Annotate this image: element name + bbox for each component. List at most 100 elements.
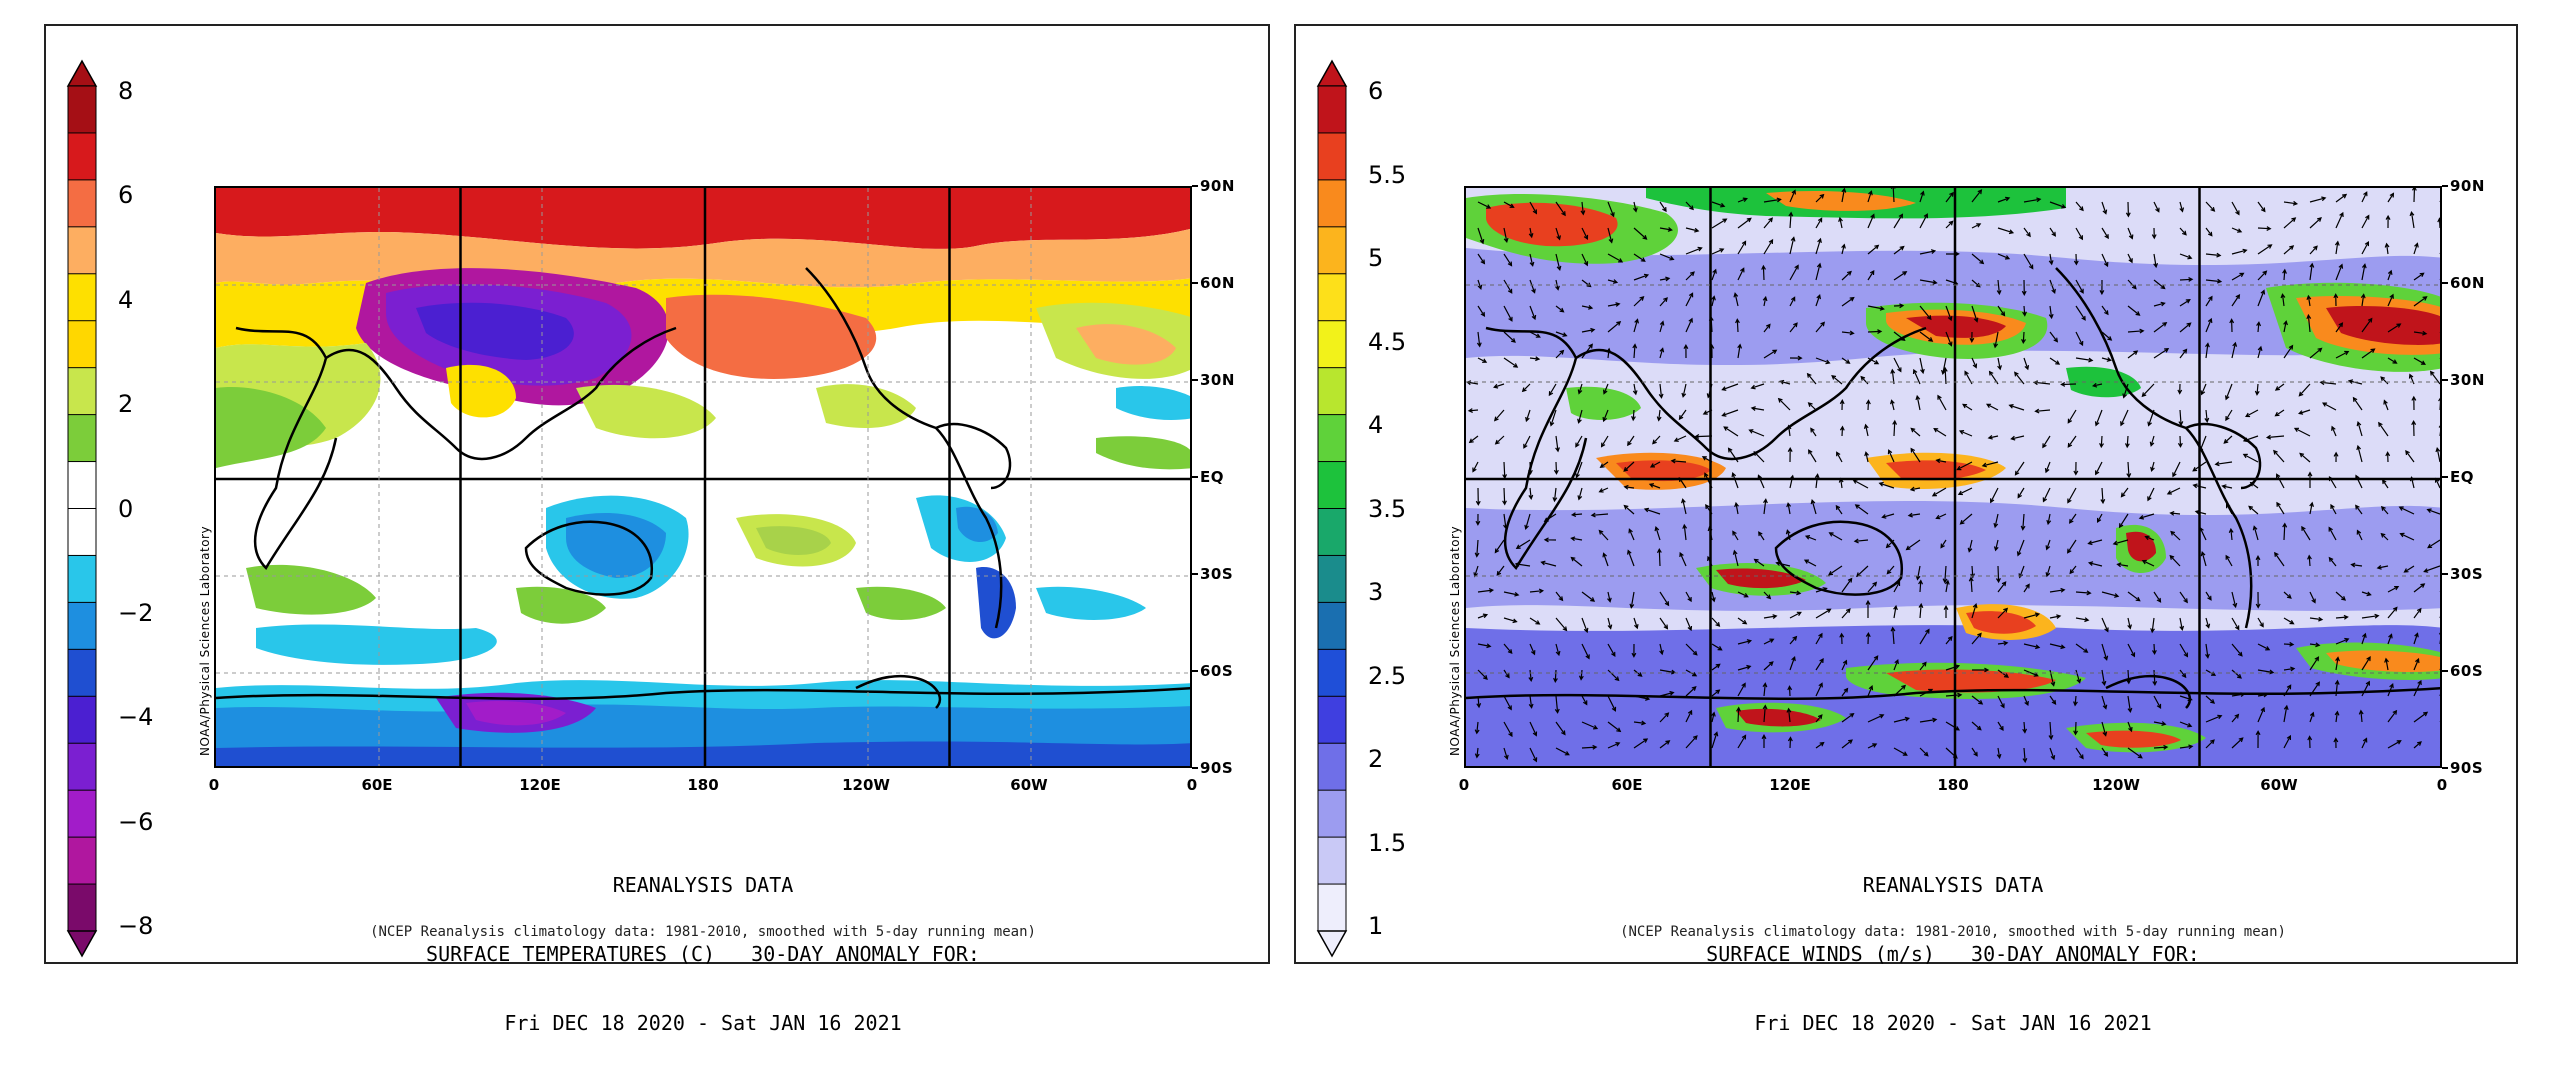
wind-vector-arrow [2153, 253, 2159, 269]
wind-vector-arrow [1775, 561, 1791, 567]
colorbar-swatch [1317, 789, 1347, 839]
wind-vector-arrow [1514, 561, 1531, 567]
longitude-label: 120E [1769, 776, 1811, 794]
colorbar-swatch [1317, 554, 1347, 604]
wind-vector-arrow [2231, 643, 2243, 657]
colorbar-tick-label: 3.5 [1368, 494, 1407, 523]
colorbar-tick-label: −4 [118, 703, 154, 732]
wind-vector-arrow [2307, 471, 2313, 488]
wind-vector-arrow [2439, 747, 2440, 748]
wind-vector-arrow [1737, 639, 1753, 645]
wind-vector-arrow [1623, 484, 1635, 490]
temperature-anomaly-panel: 8 6 4 2 0 −2 −4 −6 −8 NOAA/Physical Sciences Lab… [44, 24, 1270, 1035]
wind-vector-arrow [1543, 513, 1557, 522]
wind-vector-arrow [1789, 264, 1799, 281]
wind-vector-arrow [1575, 435, 1583, 448]
wind-vector-arrow [2021, 279, 2027, 296]
latitude-tick [1192, 185, 1198, 187]
wind-vector-arrow [1468, 435, 1479, 444]
wind-vector-arrow [1971, 253, 1985, 265]
wind-vector-arrow [2257, 201, 2266, 213]
colorbar-tick-label: 5.5 [1368, 160, 1407, 189]
wind-vector-arrow [2309, 245, 2318, 255]
wind-vector-arrow [2350, 562, 2363, 568]
wind-vector-arrow [1972, 667, 1990, 673]
wind-vector-arrow [2153, 279, 2166, 290]
wind-vector-arrow [1787, 446, 1793, 463]
wind-vector-arrow [2127, 695, 2133, 714]
wind-vector-arrow [2205, 643, 2210, 659]
wind-vector-arrow [1503, 279, 1513, 294]
temperature-caption: REANALYSIS DATA SURFACE TEMPERATURES (C)… [214, 828, 1192, 1081]
wind-vector-arrow [2179, 744, 2194, 750]
wind-vector-arrow [2376, 564, 2389, 570]
wind-vector-arrow [2231, 272, 2245, 281]
wind-vector-arrow [2087, 561, 2103, 567]
wind-vector-arrow [1959, 513, 1973, 525]
wind-vector-arrow [1503, 721, 1513, 738]
wind-vector-arrow [2335, 211, 2344, 229]
wind-vector-arrow [2073, 461, 2079, 476]
wind-vector-arrow [2179, 348, 2188, 359]
wind-vector-arrow [1606, 347, 1612, 359]
wind-vector-arrow [2439, 693, 2440, 696]
wind-vector-arrow [2179, 299, 2191, 307]
wind-vector-arrow [2127, 591, 2141, 602]
wind-vector-arrow [2265, 434, 2285, 440]
wind-vector-arrow [1632, 201, 1638, 213]
temperature-colorbar-svg [66, 59, 98, 958]
wind-vector-arrow [2120, 409, 2129, 427]
wind-vector-arrow [1789, 189, 1796, 203]
wind-vector-arrow [1763, 349, 1778, 359]
wind-vector-arrow [1737, 734, 1747, 749]
wind-vector-arrow [2205, 714, 2223, 723]
wind-vector-arrow [2205, 227, 2213, 237]
wind-vector-arrow [2245, 409, 2259, 418]
wind-vector-arrow [2413, 741, 2422, 749]
wind-vector-arrow [2150, 617, 2155, 634]
colorbar-swatch [67, 179, 97, 228]
wind-vector-arrow [1971, 279, 1981, 288]
wind-vector-arrow [1971, 632, 1982, 645]
wind-vector-arrow [2437, 217, 2440, 229]
latitude-tick [2442, 476, 2448, 478]
wind-vector-arrow [2144, 535, 2155, 541]
wind-vector-arrow [1910, 447, 1921, 463]
wind-vector-arrow [2257, 345, 2263, 359]
wind-vector-arrow [2127, 305, 2141, 316]
wind-vector-arrow [1737, 682, 1746, 697]
wind-vector-arrow [1807, 402, 1817, 411]
wind-vector-arrow [1685, 317, 1693, 333]
wind-vector-arrow [2179, 695, 2193, 702]
wind-vector-arrow [2387, 709, 2398, 723]
wind-vector-arrow [1555, 591, 1564, 602]
wind-vector-arrow [2361, 191, 2368, 203]
wind-vector-arrow [1815, 741, 1825, 749]
colorbar-tick-label: 4.5 [1368, 327, 1407, 356]
wind-vector-arrow [2075, 305, 2086, 321]
colorbar-tick-label: 1 [1368, 912, 1384, 940]
wind-vector-arrow [2439, 591, 2440, 592]
wind-vector-arrow [1815, 632, 1823, 645]
wind-vector-arrow [2101, 357, 2112, 362]
wind-vector-arrow [1761, 734, 1767, 748]
wind-vector-arrow [2413, 607, 2422, 619]
wind-vector-arrow [1555, 331, 1568, 337]
wind-vector-arrow [2413, 711, 2429, 723]
wind-vector-arrow [2048, 253, 2054, 266]
latitude-tick [1192, 670, 1198, 672]
wind-vector-arrow [2335, 656, 2340, 671]
longitude-label: 60E [361, 776, 393, 794]
wind-vector-arrow [2413, 357, 2426, 365]
colorbar-tick-label: 2 [118, 390, 134, 419]
colorbar-tick-label: 4 [1368, 411, 1384, 439]
longitude-label: 60W [1010, 776, 1048, 794]
wind-vector-arrow [1753, 558, 1765, 567]
wind-vector-arrow [2179, 253, 2193, 260]
wind-vector-arrow [2067, 539, 2077, 554]
wind-vector-arrow [1525, 409, 1531, 423]
wind-vector-arrow [1581, 721, 1599, 730]
wind-vector-arrow [1763, 591, 1772, 600]
wind-vector-arrow [2299, 452, 2311, 463]
wind-vector-arrow [2023, 197, 2042, 203]
